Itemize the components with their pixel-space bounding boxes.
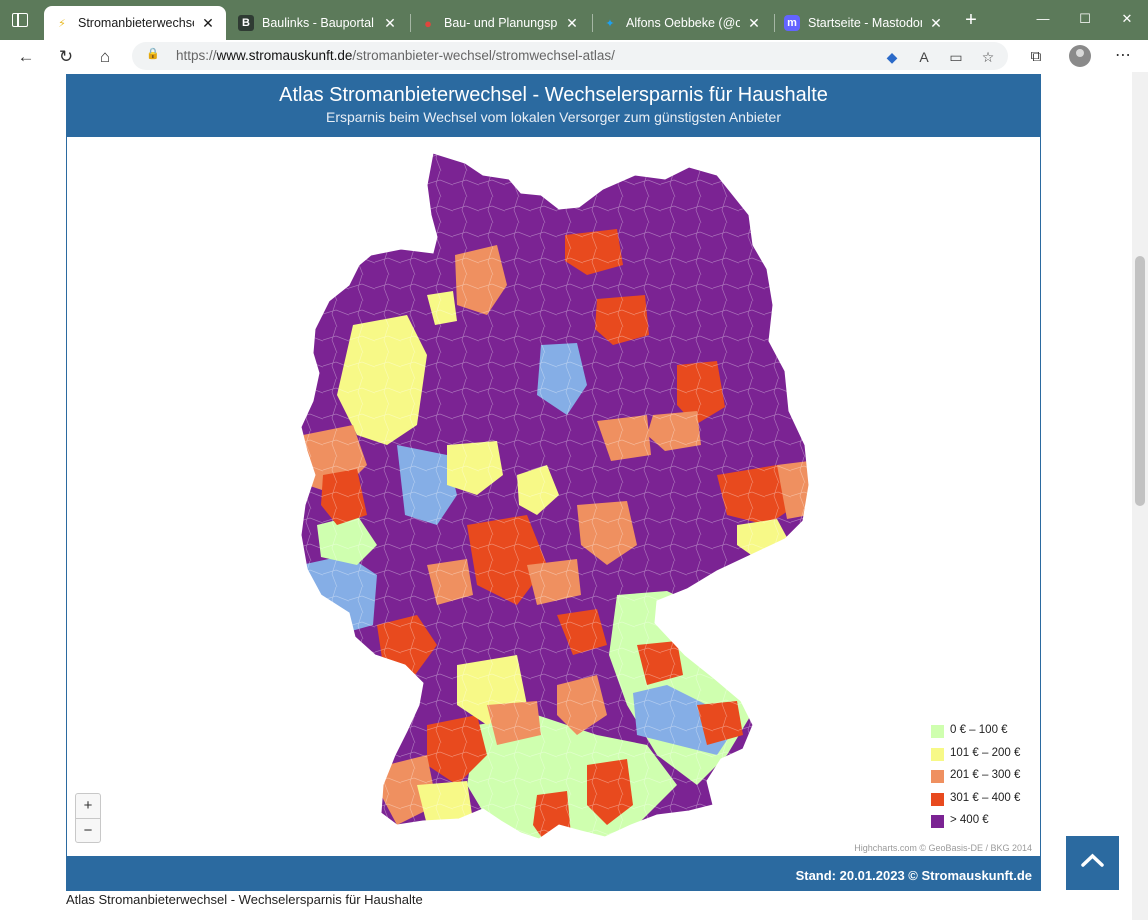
stromauskunft-favicon-icon: ⚡ xyxy=(58,17,66,30)
reader-view-icon[interactable]: ▭ xyxy=(949,49,963,65)
scrollbar-thumb[interactable] xyxy=(1135,256,1145,506)
map-subtitle: Ersparnis beim Wechsel vom lokalen Verso… xyxy=(326,109,781,125)
url-text[interactable]: https://www.stromauskunft.de/stromanbiet… xyxy=(176,48,615,63)
home-button[interactable]: ⌂ xyxy=(99,47,111,66)
legend-label: 101 € – 200 € xyxy=(950,746,1021,759)
page-scrollbar[interactable] xyxy=(1132,72,1148,920)
profile-avatar[interactable] xyxy=(1069,45,1091,67)
back-button[interactable]: ← xyxy=(17,47,35,66)
reload-button[interactable]: ↻ xyxy=(58,47,74,66)
minimize-button[interactable]: — xyxy=(1036,11,1050,26)
legend-label: 301 € – 400 € xyxy=(950,791,1021,804)
address-bar[interactable]: 🔒 https://www.stromauskunft.de/stromanbi… xyxy=(132,42,1008,70)
tag-icon[interactable]: ◆ xyxy=(886,49,898,65)
tab-label: Alfons Oebbeke (@oebbe xyxy=(626,16,740,30)
tab-label: Baulinks - Bauportal / Bau xyxy=(262,16,376,30)
mastodon-favicon-icon: m xyxy=(784,15,800,31)
tab-close-icon[interactable]: ✕ xyxy=(384,14,396,31)
legend-swatch xyxy=(931,725,944,738)
zoom-controls: + − xyxy=(75,793,101,843)
tab-label: Startseite - Mastodon xyxy=(808,16,922,30)
window-close-button[interactable]: ✕ xyxy=(1121,11,1133,26)
zoom-out-button[interactable]: − xyxy=(76,818,100,842)
extensions-icon[interactable]: ⧉ xyxy=(1030,48,1042,65)
tab-close-icon[interactable]: ✕ xyxy=(566,14,578,31)
menu-icon[interactable]: ⋯ xyxy=(1115,47,1131,64)
district-borders xyxy=(301,153,809,839)
read-aloud-icon[interactable]: A xyxy=(919,49,929,65)
baulinks-favicon-icon: B xyxy=(238,15,254,31)
legend-label: > 400 € xyxy=(950,814,989,826)
tab-bau-planungsprojekt[interactable]: ● Bau- und Planungsprojekt ✕ xyxy=(410,6,590,40)
legend-label: 0 € – 100 € xyxy=(950,724,1008,736)
map-title: Atlas Stromanbieterwechsel - Wechselersp… xyxy=(279,84,828,106)
stand-date: Stand: 20.01.2023 © Stromauskunft.de xyxy=(795,868,1032,883)
legend-swatch xyxy=(931,815,944,828)
title-bar: ⚡ Stromanbieterwechsel-Atl ✕ B Baulinks … xyxy=(0,0,1148,40)
map-container: Atlas Stromanbieterwechsel - Wechselersp… xyxy=(66,74,1041,891)
page-content: Atlas Stromanbieterwechsel - Wechselersp… xyxy=(0,72,1132,920)
map-caption: Atlas Stromanbieterwechsel - Wechselersp… xyxy=(66,892,423,907)
lock-icon[interactable]: 🔒 xyxy=(146,48,160,60)
map-header: Atlas Stromanbieterwechsel - Wechselersp… xyxy=(67,75,1040,137)
favorite-star-icon[interactable]: ☆ xyxy=(981,49,995,65)
back-to-top-button[interactable] xyxy=(1066,836,1119,890)
map-footer: Stand: 20.01.2023 © Stromauskunft.de xyxy=(67,856,1040,891)
twitter-favicon-icon: ✦ xyxy=(605,17,615,30)
chevron-up-icon xyxy=(1081,853,1104,867)
tab-stromauskunft[interactable]: ⚡ Stromanbieterwechsel-Atl ✕ xyxy=(44,6,226,40)
new-tab-button[interactable]: + xyxy=(965,9,977,31)
tab-mastodon[interactable]: m Startseite - Mastodon ✕ xyxy=(774,6,954,40)
maximize-button[interactable]: ☐ xyxy=(1079,11,1091,26)
zoom-in-button[interactable]: + xyxy=(83,797,93,814)
legend-swatch xyxy=(931,792,944,806)
tab-label: Bau- und Planungsprojekt xyxy=(444,16,558,30)
germany-choropleth-map[interactable] xyxy=(297,145,817,850)
tab-label: Stromanbieterwechsel-Atl xyxy=(78,16,194,30)
tab-close-icon[interactable]: ✕ xyxy=(748,14,760,31)
tab-baulinks[interactable]: B Baulinks - Bauportal / Bau ✕ xyxy=(228,6,408,40)
legend-label: 201 € – 300 € xyxy=(950,769,1021,781)
maps-pin-favicon-icon: ● xyxy=(424,15,432,31)
browser-toolbar: ← ↻ ⌂ 🔒 https://www.stromauskunft.de/str… xyxy=(0,40,1148,72)
map-credits[interactable]: Highcharts.com © GeoBasis-DE / BKG 2014 xyxy=(854,843,1032,853)
legend-swatch xyxy=(931,770,944,783)
sidebar-toggle-icon[interactable] xyxy=(10,11,32,29)
tab-close-icon[interactable]: ✕ xyxy=(202,14,214,31)
legend-swatch xyxy=(931,747,944,761)
tab-close-icon[interactable]: ✕ xyxy=(930,14,942,31)
tab-twitter[interactable]: ✦ Alfons Oebbeke (@oebbe ✕ xyxy=(592,6,772,40)
